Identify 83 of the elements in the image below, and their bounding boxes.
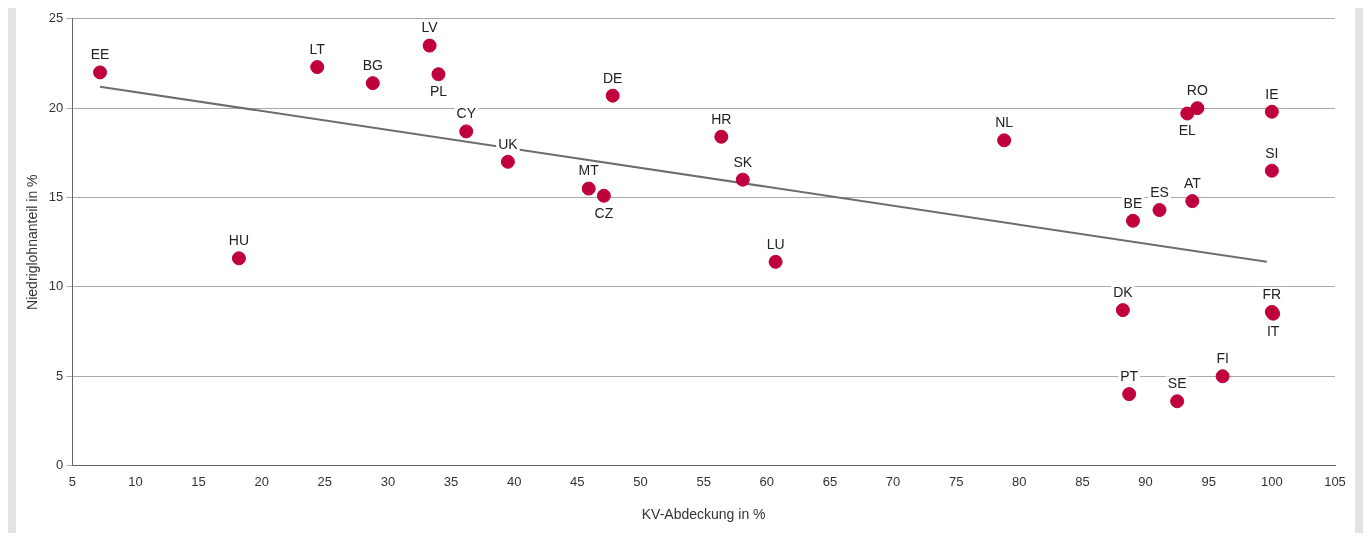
data-label: CZ [594, 204, 614, 221]
point [714, 129, 729, 144]
point [596, 188, 611, 203]
point [1264, 104, 1279, 119]
data-label: RO [1186, 82, 1208, 99]
point [1180, 106, 1195, 121]
data-label: DE [602, 69, 623, 86]
x-tick-label: 25 [317, 473, 333, 489]
x-tick-label: 45 [570, 473, 585, 489]
data-label: IE [1265, 85, 1279, 102]
point [459, 124, 474, 139]
point [500, 154, 515, 169]
point [605, 88, 620, 103]
x-tick-label: 85 [1075, 473, 1090, 489]
data-label: LV [421, 19, 439, 36]
y-tick-label: 25 [48, 10, 64, 26]
point [581, 181, 596, 196]
x-tick-label: 10 [128, 473, 143, 489]
x-tick-label: 95 [1201, 473, 1216, 489]
point [1125, 213, 1140, 228]
data-label: EE [90, 46, 110, 63]
data-label: SK [733, 153, 753, 170]
x-tick-label: 60 [759, 473, 774, 489]
data-label: SE [1167, 375, 1187, 392]
data-label: SI [1265, 144, 1279, 161]
point [431, 67, 446, 82]
data-label: LT [309, 40, 326, 57]
y-axis-title: Niedriglohnanteil in % [24, 174, 41, 310]
x-tick-label: 75 [948, 473, 964, 489]
data-label: NL [995, 114, 1014, 131]
point [1115, 303, 1130, 318]
data-label: AT [1183, 174, 1202, 191]
data-label: MT [578, 162, 600, 179]
x-tick-label: 100 [1261, 473, 1283, 489]
x-tick-label: 50 [633, 473, 648, 489]
point [93, 65, 108, 80]
y-tick-label: 5 [56, 367, 64, 383]
point [1190, 101, 1205, 116]
y-tick-label: 10 [48, 278, 64, 294]
point [1122, 387, 1137, 402]
x-tick-label: 5 [68, 473, 76, 489]
x-tick-label: 70 [885, 473, 901, 489]
y-tick-label: 0 [56, 457, 64, 473]
point [735, 172, 750, 187]
point [1215, 369, 1230, 384]
x-tick-label: 65 [822, 473, 838, 489]
data-label: BE [1123, 194, 1143, 211]
data-label: EL [1178, 122, 1197, 139]
x-tick-label: 30 [380, 473, 396, 489]
y-tick-label: 20 [48, 99, 64, 115]
data-label: FR [1262, 285, 1282, 302]
data-label: PL [429, 83, 448, 100]
data-label: DK [1113, 283, 1134, 300]
point [1170, 394, 1185, 409]
point [1152, 203, 1167, 218]
data-label: FI [1216, 350, 1229, 367]
point [365, 76, 380, 91]
x-tick-label: 55 [696, 473, 711, 489]
x-axis-title: KV-Abdeckung in % [641, 506, 766, 523]
point [422, 38, 437, 53]
y-tick-label: 15 [48, 189, 64, 205]
data-label: BG [362, 57, 383, 73]
x-tick-label: 15 [191, 473, 206, 489]
x-tick-label: 40 [506, 473, 522, 489]
data-label: HU [228, 232, 250, 249]
data-label: CY [456, 105, 477, 122]
point [1185, 194, 1200, 209]
point [1264, 163, 1279, 178]
data-label: PT [1120, 367, 1139, 384]
x-tick-label: 20 [254, 473, 269, 489]
x-tick-label: 105 [1324, 473, 1346, 489]
point [997, 133, 1012, 148]
data-label: ES [1150, 183, 1169, 200]
x-tick-label: 80 [1012, 473, 1027, 489]
data-label: HR [711, 110, 732, 127]
data-label: LU [766, 235, 785, 252]
x-tick-label: 90 [1138, 473, 1153, 489]
point [310, 60, 325, 75]
data-label: IT [1266, 322, 1280, 339]
point [231, 251, 246, 266]
x-tick-label: 35 [443, 473, 459, 489]
point [768, 254, 783, 269]
data-label: UK [498, 135, 519, 152]
